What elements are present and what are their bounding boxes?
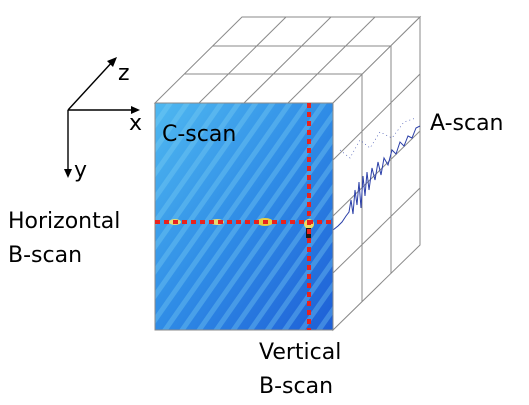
a-scan-trace <box>332 117 421 231</box>
c-scan-label: C-scan <box>162 122 236 147</box>
x-axis-label: x <box>129 111 142 136</box>
a-scan-label: A-scan <box>430 111 504 136</box>
y-axis-label: y <box>74 158 87 183</box>
horizontal-b-scan-label-line1: Horizontal <box>8 209 120 234</box>
horizontal-b-scan-label-line2: B-scan <box>8 243 82 268</box>
vertical-b-scan-label-line1: Vertical <box>259 340 341 365</box>
vertical-b-scan-label-line2: B-scan <box>259 374 333 399</box>
z-axis-label: z <box>118 61 130 86</box>
c-scan-image <box>154 102 334 331</box>
axis-indicator: x y z <box>64 57 142 183</box>
